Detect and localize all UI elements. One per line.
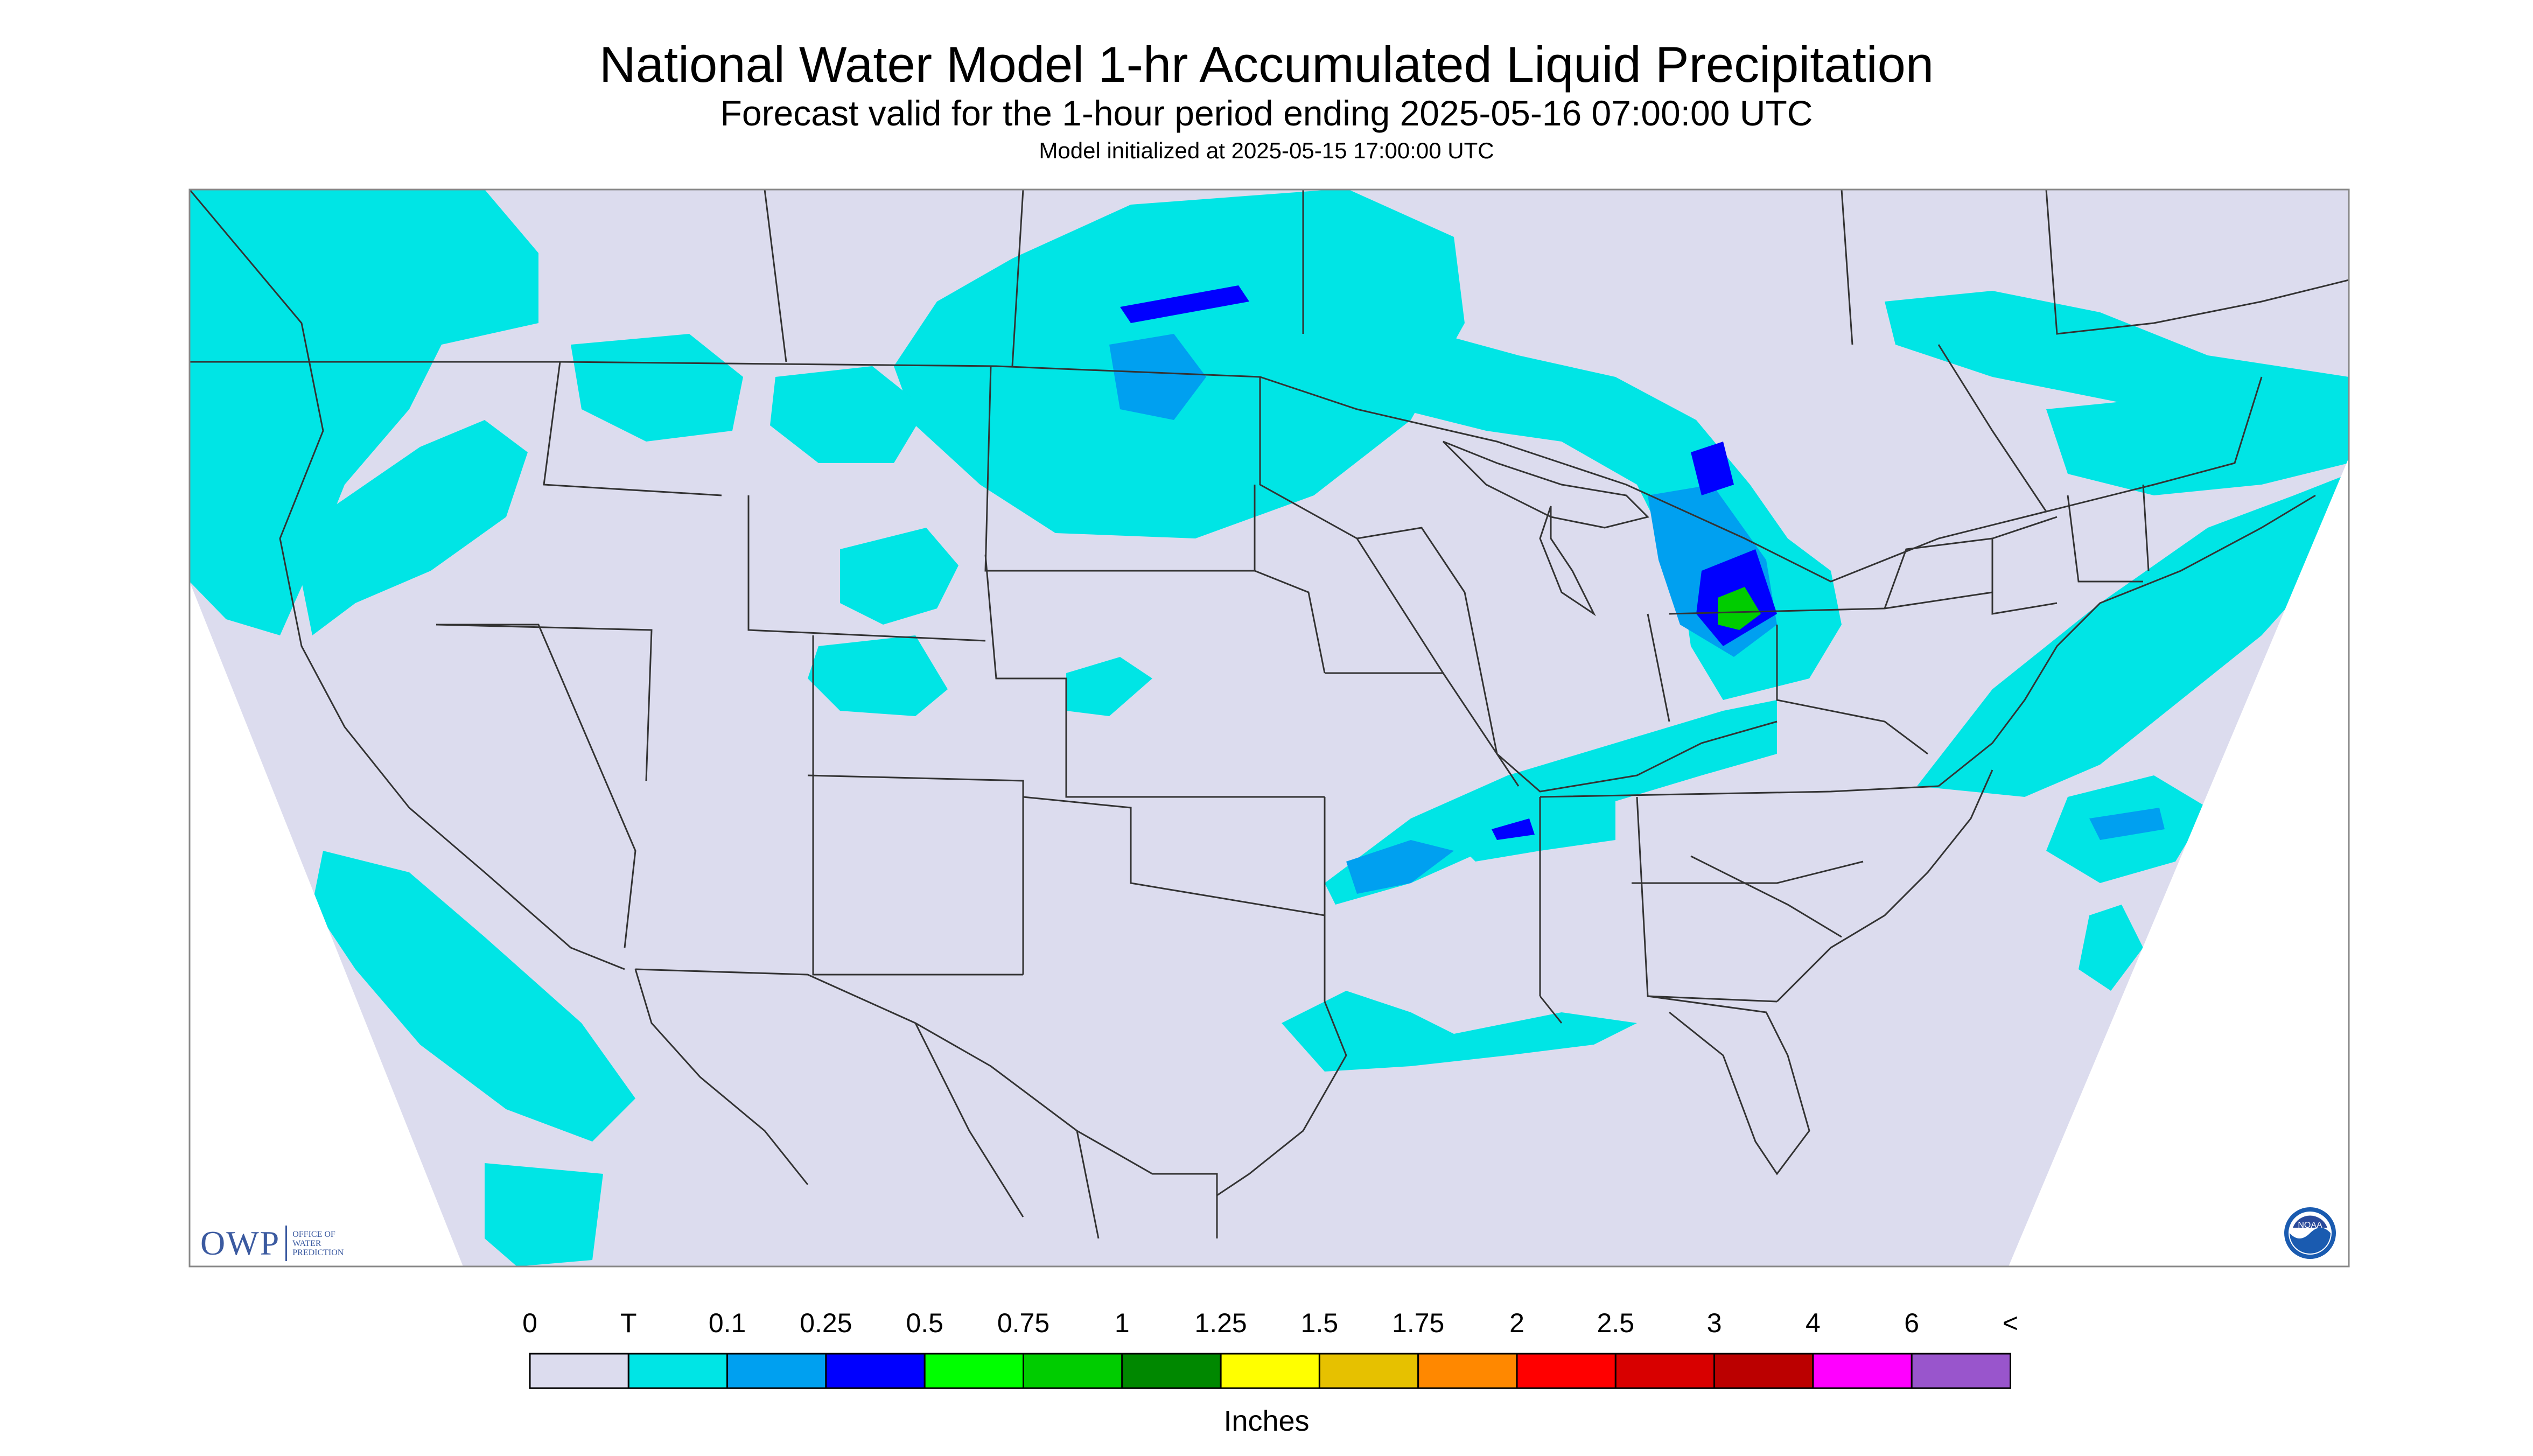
- owp-logo-subtext: OFFICE OF WATER PREDICTION: [292, 1230, 368, 1257]
- legend-tick-label: 3: [1707, 1308, 1722, 1338]
- legend-swatch: [1220, 1353, 1320, 1389]
- precip-northwest-inland: [302, 420, 528, 635]
- precip-wyoming-patch: [840, 528, 958, 625]
- legend-tick-label: 1.75: [1392, 1308, 1444, 1338]
- legend-tick-label: 2.5: [1597, 1308, 1635, 1338]
- legend-tick-label: <: [2003, 1308, 2018, 1338]
- precip-atlantic-south: [2079, 905, 2143, 991]
- precip-northeast-upper: [2046, 388, 2349, 495]
- forecast-valid-subtitle: Forecast valid for the 1-hour period end…: [720, 93, 1813, 133]
- legend-units-label: Inches: [1223, 1405, 1310, 1437]
- legend-tick-label: 0.1: [709, 1308, 746, 1338]
- precip-montana-dakota: [770, 366, 926, 463]
- legend-swatch: [1812, 1353, 1913, 1389]
- precip-erie-green: [1718, 587, 1761, 630]
- legend-swatch: [1023, 1353, 1123, 1389]
- legend-swatch: [726, 1353, 827, 1389]
- precip-gulf-coast: [1282, 991, 1637, 1072]
- state-boundaries: [190, 190, 2349, 1239]
- precip-atlantic-core: [2089, 808, 2165, 840]
- legend-swatch: [1911, 1353, 2011, 1389]
- precip-pacific-northwest: [190, 190, 538, 635]
- legend-swatch: [1318, 1353, 1419, 1389]
- owp-line-2: WATER: [292, 1238, 321, 1248]
- legend-tick-label: T: [620, 1308, 637, 1338]
- legend-swatch: [1417, 1353, 1518, 1389]
- legend: 0 T 0.1 0.25 0.5 0.75 1 1.25 1.5 1.75 2 2.5 3 4 6 <: [522, 1308, 2018, 1389]
- map-frame: [188, 188, 2350, 1268]
- owp-logo-text: OWP: [200, 1224, 281, 1262]
- owp-line-3: PREDICTION: [292, 1248, 344, 1257]
- owp-line-1: OFFICE OF: [292, 1229, 335, 1239]
- legend-tick-label: 6: [1904, 1308, 1919, 1338]
- legend-tick-label: 1.5: [1301, 1308, 1339, 1338]
- owp-logo: OWP OFFICE OF WATER PREDICTION: [200, 1219, 368, 1268]
- noaa-logo-text: NOAA: [2298, 1221, 2322, 1230]
- precip-canada-blue-2: [1691, 442, 1734, 495]
- legend-tick-label: 0: [522, 1308, 537, 1338]
- legend-swatch: [923, 1353, 1024, 1389]
- precip-northeast-coast: [1917, 474, 2349, 797]
- legend-swatch: [825, 1353, 926, 1389]
- precip-dakota-core: [1109, 334, 1206, 420]
- precip-kansas-patch: [1066, 657, 1152, 716]
- noaa-logo: NOAA: [2284, 1207, 2336, 1259]
- legend-tick-label: 1: [1115, 1308, 1130, 1338]
- legend-swatch: [1614, 1353, 1716, 1389]
- precip-idaho-montana: [571, 334, 743, 442]
- precip-ohio-core: [1346, 840, 1454, 894]
- map-title: National Water Model 1-hr Accumulated Li…: [599, 36, 1934, 93]
- legend-tick-label: 1.25: [1194, 1308, 1247, 1338]
- legend-swatch: [1121, 1353, 1222, 1389]
- precip-colorado-patch: [808, 635, 948, 716]
- precip-canada-blue-1: [1120, 285, 1249, 323]
- legend-tick-label: 4: [1806, 1308, 1821, 1338]
- precip-tennessee-band: [1454, 797, 1615, 862]
- owp-logo-divider: [285, 1226, 288, 1261]
- model-domain: [190, 190, 2349, 1266]
- legend-tick-label: 0.75: [997, 1308, 1049, 1338]
- precip-tennessee-blue: [1492, 818, 1535, 840]
- legend-swatch: [1713, 1353, 1814, 1389]
- precip-heavy-areas: [1718, 587, 1761, 630]
- legend-tick-label: 0.5: [906, 1308, 943, 1338]
- legend-tick-label: 0.25: [800, 1308, 852, 1338]
- legend-swatch: [627, 1353, 729, 1389]
- precip-southwest-offshore: [312, 851, 635, 1142]
- legend-tick-label: 2: [1509, 1308, 1524, 1338]
- legend-swatch: [529, 1353, 629, 1389]
- legend-swatch: [1516, 1353, 1617, 1389]
- model-init-note: Model initialized at 2025-05-15 17:00:00…: [1039, 138, 1494, 163]
- precip-baja-offshore: [485, 1163, 603, 1266]
